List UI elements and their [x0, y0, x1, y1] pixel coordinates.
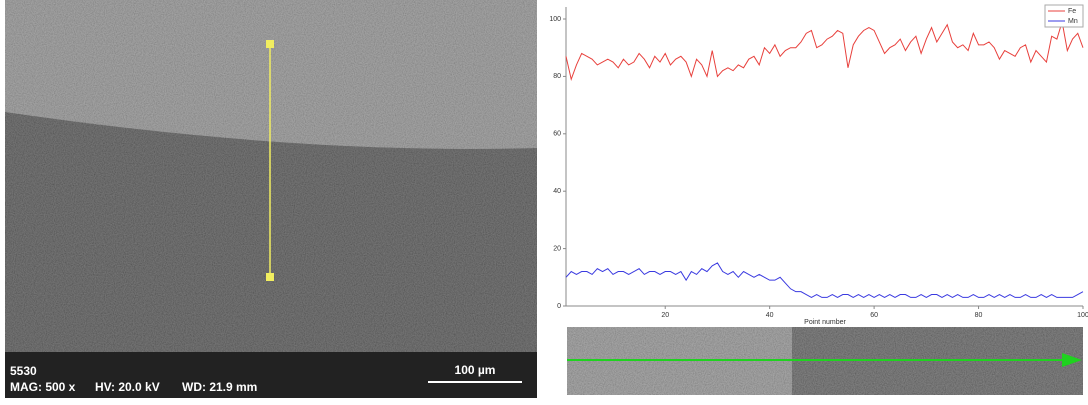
legend-label: Fe	[1068, 8, 1076, 15]
x-tick-label: 80	[975, 312, 983, 319]
x-tick-label: 100	[1077, 312, 1088, 319]
y-tick-label: 40	[553, 188, 561, 195]
x-tick-label: 40	[766, 312, 774, 319]
sem-info-bar	[5, 352, 537, 398]
sem-image: 5530 MAG: 500 x HV: 20.0 kV WD: 21.9 mm …	[5, 0, 537, 398]
sem-mag: MAG: 500 x	[10, 380, 76, 394]
y-tick-label: 20	[553, 245, 561, 252]
x-axis-label: Point number	[804, 319, 846, 326]
sem-hv: HV: 20.0 kV	[95, 380, 160, 394]
x-tick-label: 60	[870, 312, 878, 319]
y-tick-label: 0	[557, 303, 561, 310]
series-line	[565, 262, 1084, 298]
legend-label: Mn	[1068, 18, 1078, 25]
y-tick-label: 100	[549, 16, 561, 23]
strip-arrow-head	[1062, 353, 1082, 367]
y-tick-label: 80	[553, 73, 561, 80]
x-tick-label: 20	[661, 312, 669, 319]
scan-start	[266, 40, 274, 48]
sem-id: 5530	[10, 364, 37, 378]
scan-end	[266, 273, 274, 281]
y-tick-label: 60	[553, 131, 561, 138]
series-line	[565, 21, 1084, 82]
profile-strip	[567, 327, 1083, 395]
sem-wd: WD: 21.9 mm	[182, 380, 257, 394]
chart: Point number 0 20 40 60 80 100 20 40 60 80 100 Fe Mn	[549, 4, 1088, 326]
sem-scale-label: 100 µm	[455, 363, 496, 377]
sem-noise	[5, 0, 537, 352]
